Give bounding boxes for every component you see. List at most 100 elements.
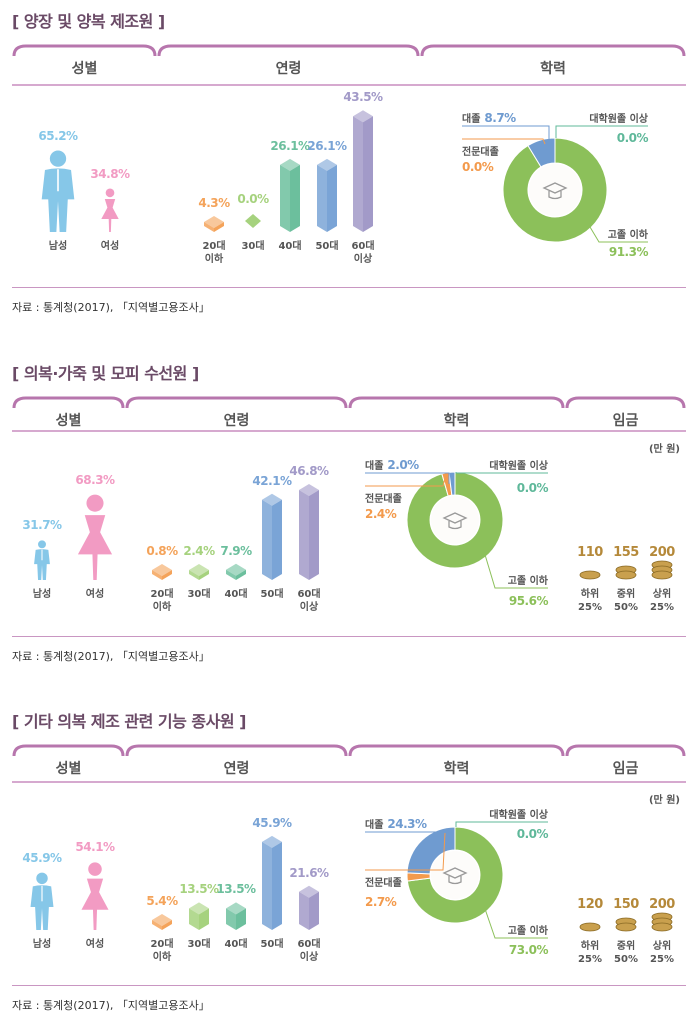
age-bar <box>226 908 236 930</box>
age-label: 30대 <box>187 589 211 600</box>
age-bar-side <box>290 164 300 232</box>
donut-slice <box>406 826 504 924</box>
gender-label: 남성 <box>32 589 52 600</box>
source-note: 자료 : 통계청(2017), 「지역별고용조사」 <box>12 999 210 1012</box>
source-note: 자료 : 통계청(2017), 「지역별고용조사」 <box>12 650 210 663</box>
grad-label: 대학원졸 이상 <box>589 114 648 125</box>
wage-value: 155 <box>613 545 639 560</box>
column-header-2: 학력 <box>443 413 470 429</box>
donut-hole <box>431 851 479 899</box>
wage-value: 110 <box>577 545 603 560</box>
age-label: 40대 <box>224 589 248 600</box>
age-bar <box>245 214 261 228</box>
gender-value: 68.3% <box>75 472 115 487</box>
high-school-value: 73.0% <box>508 943 549 957</box>
age-value: 0.0% <box>237 192 269 206</box>
wage-value: 200 <box>649 897 675 912</box>
wage-label: 상위 25% <box>650 941 674 965</box>
grad-leader-line <box>555 125 648 138</box>
age-bar-side <box>309 490 319 580</box>
age-bar <box>204 222 214 232</box>
footer-divider <box>12 636 686 637</box>
wage-value: 200 <box>649 545 675 560</box>
female-icon <box>77 494 113 580</box>
gender-value: 45.9% <box>22 850 62 865</box>
grad-label: 대학원졸 이상 <box>489 810 548 821</box>
age-value: 21.6% <box>289 865 329 880</box>
age-bar-side <box>236 908 246 930</box>
age-bar-side <box>236 569 246 580</box>
college-label-text: 대졸 <box>365 461 384 472</box>
gender-label: 여성 <box>85 939 105 950</box>
column-header-bracket <box>565 744 686 757</box>
age-label: 40대 <box>278 241 302 252</box>
graduation-cap-icon <box>542 182 568 200</box>
age-label: 30대 <box>241 241 265 252</box>
high-school-value: 91.3% <box>608 245 649 259</box>
column-header-2: 학력 <box>540 61 566 77</box>
wage-label: 중위 50% <box>614 589 638 613</box>
age-bar <box>262 499 272 580</box>
junior-college-value: 0.0% <box>462 160 494 174</box>
gender-label: 여성 <box>100 241 120 252</box>
junior-college-leader-line <box>365 832 446 871</box>
wage-label: 상위 25% <box>650 589 674 613</box>
source-note: 자료 : 통계청(2017), 「지역별고용조사」 <box>12 301 210 314</box>
high-school-leader-line <box>586 221 648 243</box>
header-divider <box>12 781 686 783</box>
gender-value: 31.7% <box>22 518 62 533</box>
grad-leader-line <box>455 821 548 827</box>
college-label: 대졸 8.7% <box>462 110 516 125</box>
age-bar <box>189 570 199 580</box>
age-value: 7.9% <box>220 543 252 558</box>
age-value: 13.5% <box>216 882 256 897</box>
high-school-label: 고졸 이하 <box>607 230 648 241</box>
grad-label: 대학원졸 이상 <box>489 461 548 472</box>
high-school-label: 고졸 이하 <box>507 926 548 937</box>
gender-label: 여성 <box>85 589 105 600</box>
column-header-bracket <box>565 396 686 409</box>
column-header-1: 연령 <box>223 413 250 429</box>
age-value: 42.1% <box>252 473 292 488</box>
grad-value: 0.0% <box>516 827 549 841</box>
grad-leader-line <box>455 472 548 474</box>
age-bar-side <box>199 570 209 580</box>
college-value: 2.0% <box>387 458 419 472</box>
footer-divider <box>12 287 686 288</box>
high-school-value: 95.6% <box>508 594 549 608</box>
header-divider <box>12 430 686 432</box>
age-value: 4.3% <box>198 196 230 210</box>
age-bar-side <box>214 222 224 232</box>
age-value: 43.5% <box>343 90 383 105</box>
age-bar-side <box>199 908 209 930</box>
column-header-3: 임금 <box>612 761 639 777</box>
donut-hole <box>528 163 582 217</box>
column-header-bracket <box>348 744 565 757</box>
coin-icon <box>615 922 637 932</box>
male-icon <box>41 150 75 232</box>
age-label: 50대 <box>260 939 284 950</box>
age-value: 26.1% <box>270 138 310 153</box>
junior-college-value: 2.7% <box>365 895 397 909</box>
high-school-leader-line <box>482 547 548 589</box>
footer-divider <box>12 985 686 986</box>
column-header-bracket <box>125 396 348 409</box>
age-value: 5.4% <box>146 894 178 908</box>
age-bar-side <box>327 164 337 232</box>
college-label: 대졸 2.0% <box>365 457 419 472</box>
grad-value: 0.0% <box>616 131 649 145</box>
column-header-1: 연령 <box>223 761 250 777</box>
high-school-label: 고졸 이하 <box>507 576 548 587</box>
wage-label: 하위 25% <box>578 941 602 965</box>
age-label: 60대 이상 <box>297 589 321 613</box>
age-bar <box>280 164 290 232</box>
male-icon <box>34 540 50 580</box>
donut-slice <box>527 137 556 168</box>
wage-label: 중위 50% <box>614 941 638 965</box>
coin-icon <box>579 922 601 932</box>
gender-value: 65.2% <box>38 128 78 143</box>
high-school-leader-line <box>482 902 548 939</box>
gender-value: 34.8% <box>90 166 130 181</box>
header-divider <box>12 84 686 86</box>
